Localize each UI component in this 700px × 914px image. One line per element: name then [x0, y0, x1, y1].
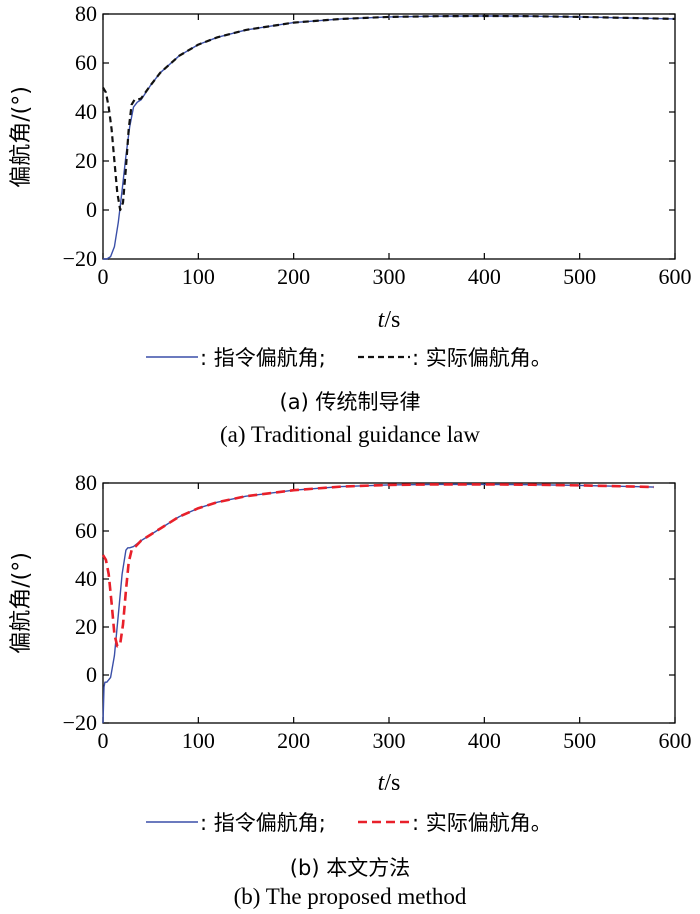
x-tick-label-a: 400: [468, 264, 501, 289]
y-tick-label-b: 0: [86, 662, 97, 687]
y-tick-label-a: 20: [75, 148, 97, 173]
y-tick-label-b: 80: [75, 470, 97, 495]
x-tick-label-b: 100: [182, 728, 215, 753]
x-axis-label-b-unit: /s: [384, 770, 400, 796]
x-axis-label-a-var: t: [378, 307, 386, 333]
caption-a-zh: (a) 传统制导律: [279, 390, 421, 414]
y-tick-label-b: −20: [63, 710, 97, 735]
legend-a-actual-label: : 实际偏航角。: [412, 346, 552, 370]
command-yaw-line-a: [103, 15, 676, 260]
x-tick-label-b: 600: [659, 728, 692, 753]
caption-b-zh: (b) 本文方法: [289, 856, 411, 880]
x-axis-label-b-var: t: [378, 770, 386, 796]
y-tick-label-a: 80: [75, 1, 97, 26]
x-tick-label-b: 400: [468, 728, 501, 753]
actual-yaw-line-b: [101, 483, 655, 648]
x-tick-label-b: 0: [98, 728, 109, 753]
plot-area-b: [102, 482, 676, 724]
legend-b-command-label: : 指令偏航角;: [200, 811, 326, 835]
y-tick-label-a: 60: [75, 50, 97, 75]
x-tick-label-a: 500: [563, 264, 596, 289]
y-axis-label-b: 偏航角/(°): [9, 552, 34, 654]
series-b: [101, 483, 655, 724]
x-axis-label-a-unit: /s: [384, 307, 400, 333]
x-tick-label-a: 0: [98, 264, 109, 289]
x-tick-label-b: 300: [373, 728, 406, 753]
x-axis-label-a: t/s: [378, 307, 401, 333]
y-tick-label-b: 40: [75, 566, 97, 591]
y-tick-label-b: 20: [75, 614, 97, 639]
command-yaw-line-b: [102, 483, 655, 724]
series-a: [102, 14, 676, 260]
y-tick-label-a: 40: [75, 99, 97, 124]
x-axis-label-b: t/s: [378, 770, 401, 796]
caption-b-en: (b) The proposed method: [233, 884, 467, 909]
x-tick-label-b: 500: [563, 728, 596, 753]
x-tick-label-a: 300: [373, 264, 406, 289]
legend-b-actual-label: : 实际偏航角。: [412, 811, 552, 835]
legend-b: : 指令偏航角; : 实际偏航角。: [146, 811, 552, 835]
y-tick-label-a: 0: [86, 197, 97, 222]
x-tick-label-b: 200: [277, 728, 310, 753]
x-tick-label-a: 600: [659, 264, 692, 289]
x-tick-label-a: 200: [277, 264, 310, 289]
y-tick-label-a: −20: [63, 246, 97, 271]
y-tick-label-b: 60: [75, 518, 97, 543]
caption-a-en: (a) Traditional guidance law: [220, 422, 480, 447]
legend-a: : 指令偏航角; : 实际偏航角。: [146, 346, 552, 370]
actual-yaw-line-a: [102, 14, 676, 212]
y-axis-label-a: 偏航角/(°): [9, 86, 34, 188]
x-tick-label-a: 100: [182, 264, 215, 289]
legend-a-command-label: : 指令偏航角;: [200, 346, 326, 370]
